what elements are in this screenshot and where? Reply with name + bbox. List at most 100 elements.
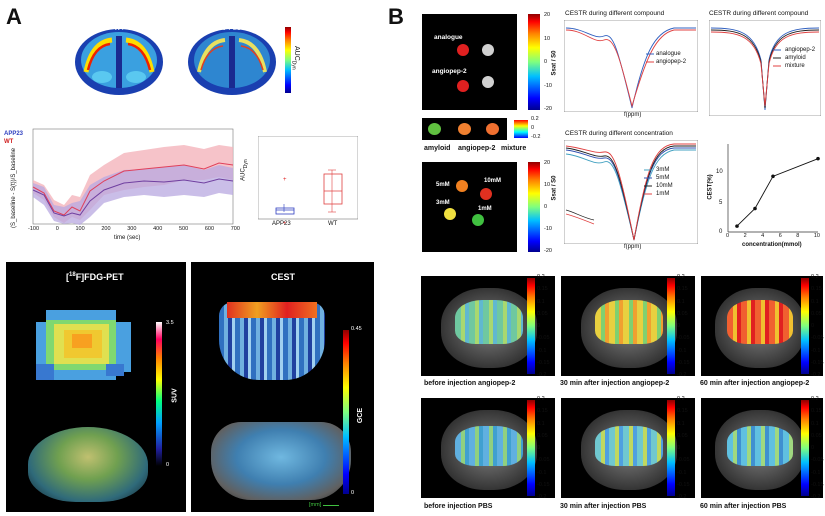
phantom3-label-3mm: 3mM (436, 200, 450, 206)
fdg-pet-title: [18F]FDG-PET (66, 272, 124, 282)
phantom-compound-image: analogue angiopep-2 (422, 14, 517, 110)
xtick: 500 (178, 226, 189, 232)
cbar-tick: 0.1 (537, 420, 545, 427)
cest-image-top (227, 302, 317, 318)
phantom1-colorbar (528, 14, 540, 110)
cbar-tick: 0.05 (811, 310, 822, 317)
mri-colorbar (667, 278, 675, 374)
xtick: 600 (204, 226, 215, 232)
xtick: 0 (55, 226, 59, 232)
cbar-tick: -0.15 (677, 481, 690, 488)
phantom-dot-10mm (480, 188, 492, 200)
conc-xticks: 0 2 4 6 8 10 (726, 233, 820, 239)
mri-overlay (595, 300, 663, 344)
zspec2-legend-mixture: mixture (785, 63, 805, 69)
boxplot-ylabel: AUCDyn (240, 159, 249, 181)
panel-a-letter: A (6, 4, 22, 29)
cbar-tick: 0.15 (811, 408, 822, 415)
boxplot-cat-wt: WT (328, 221, 338, 227)
phantom-dot-amyloid (428, 123, 441, 135)
timecourse-ylabel: (S_baseline - S(t))/S_baseline (11, 147, 18, 229)
concentration-plot: 10 5 0 0 2 4 6 8 10 CEST(%) concentratio… (708, 140, 822, 252)
zspectrum-concentration: CESTR during different concentration 3mM… (552, 130, 700, 254)
mri-cbar-ticks-6: 0.2 0.15 0.1 0.05 0 -0.05 -0.1 -0.15 -0.… (811, 396, 824, 500)
mri-colorbar (527, 400, 535, 496)
mri-colorbar (527, 278, 535, 374)
cbar-tick: 0.1 (537, 298, 545, 305)
zspec3-legend-10mm: 10mM (656, 183, 673, 189)
cbar-tick: 0 (811, 323, 815, 329)
cbar-tick: 0.1 (811, 420, 819, 427)
cbar-tick: 0.2 (537, 396, 545, 402)
cest-panel: CEST 0.45 0 GCE [mm] (191, 262, 374, 512)
zspec3-legend-1mm: 1mM (656, 191, 670, 197)
cbar-tick: -10 (544, 226, 552, 232)
phantom-dot-angiopep (457, 80, 469, 92)
timecourse-xticks: -100 0 100 200 300 400 500 600 700 (28, 226, 240, 232)
cbar-tick: -0.15 (537, 359, 550, 366)
mri-caption: before injection PBS (424, 503, 493, 510)
pet-image-svg (36, 310, 131, 380)
xtick: 700 (230, 226, 240, 232)
mri-caption: before injection angiopep-2 (424, 380, 516, 387)
phantom-dot-white1 (482, 44, 494, 56)
conc-data-point (816, 156, 820, 161)
mri-cbar-ticks-3: 0.2 0.15 0.1 0.05 0 -0.05 -0.1 -0.15 -0.… (811, 274, 824, 378)
phantom-concentration-image: 5mM 10mM 3mM 1mM (422, 162, 517, 252)
mri-overlay (455, 300, 523, 344)
cbar-tick: -0.05 (537, 457, 550, 464)
conc-xtick: 4 (761, 233, 765, 239)
phantom2-label-mixture: mixture (501, 145, 527, 152)
phantom-dot-3mm (444, 208, 456, 220)
cbar-tick: -0.1 (677, 347, 687, 354)
cbar-tick: 0.15 (811, 286, 822, 293)
brain-wt-label: WT (114, 25, 125, 32)
cbar-tick: 0 (677, 323, 681, 329)
svg-text:+: + (283, 221, 287, 227)
scale-bar (323, 505, 339, 506)
cbar-tick: 0.15 (677, 408, 688, 415)
conc-ytick: 10 (716, 169, 723, 175)
cbar-tick: -0.05 (677, 457, 690, 464)
phantom-dot-angiopep2 (458, 123, 471, 135)
zspec1-legend-angiopep: angiopep-2 (656, 59, 687, 65)
panel-b-letter: B (388, 4, 404, 29)
zspec3-ylabel: Ssat / S0 (551, 175, 558, 201)
timecourse-svg (32, 128, 234, 225)
mri-overlay (595, 426, 663, 466)
phantom3-label-10mm: 10mM (484, 178, 502, 184)
cbar-tick: -0.1 (677, 469, 687, 476)
cbar-tick: 0 (544, 59, 548, 65)
cbar-tick: -0.2 (677, 494, 687, 500)
brain-map-wt: WT (72, 22, 166, 98)
phantom3-label-1mm: 1mM (478, 206, 492, 212)
auc-colorbar (285, 27, 291, 93)
svg-text:+: + (283, 177, 287, 183)
cbar-tick: 0.1 (811, 298, 819, 305)
xtick: -100 (28, 226, 40, 232)
mri-overlay (727, 300, 793, 344)
cbar-tick: 20 (544, 160, 551, 166)
cbar-tick: 0.15 (677, 286, 688, 293)
gce-colorbar (343, 330, 349, 494)
cbar-tick: 10 (544, 182, 551, 188)
cbar-tick: -0.1 (537, 469, 547, 476)
fdg-pet-panel: [18F]FDG-PET 3.5 0 SUV (6, 262, 186, 512)
cbar-tick: 0 (677, 445, 681, 451)
conc-xtick: 8 (796, 233, 800, 239)
suv-min: 0 (166, 462, 170, 468)
cbar-tick: -0.1 (811, 469, 821, 476)
cbar-tick: 0.2 (811, 274, 819, 280)
legend-app23: APP23 (4, 131, 24, 137)
cbar-tick: 0.05 (677, 310, 688, 317)
suv-label: SUV (171, 388, 179, 403)
conc-data-point (753, 206, 757, 211)
cbar-tick: 10 (544, 35, 551, 42)
cbar-tick: 0.2 (677, 396, 685, 402)
scale-bar-label: [mm] (309, 502, 322, 508)
cbar-tick: 0.05 (537, 310, 548, 317)
phantom3-colorbar (528, 162, 540, 252)
cbar-tick: -0.15 (677, 359, 690, 366)
cbar-tick: 0.1 (677, 420, 685, 427)
cbar-tick: -0.05 (811, 335, 824, 342)
